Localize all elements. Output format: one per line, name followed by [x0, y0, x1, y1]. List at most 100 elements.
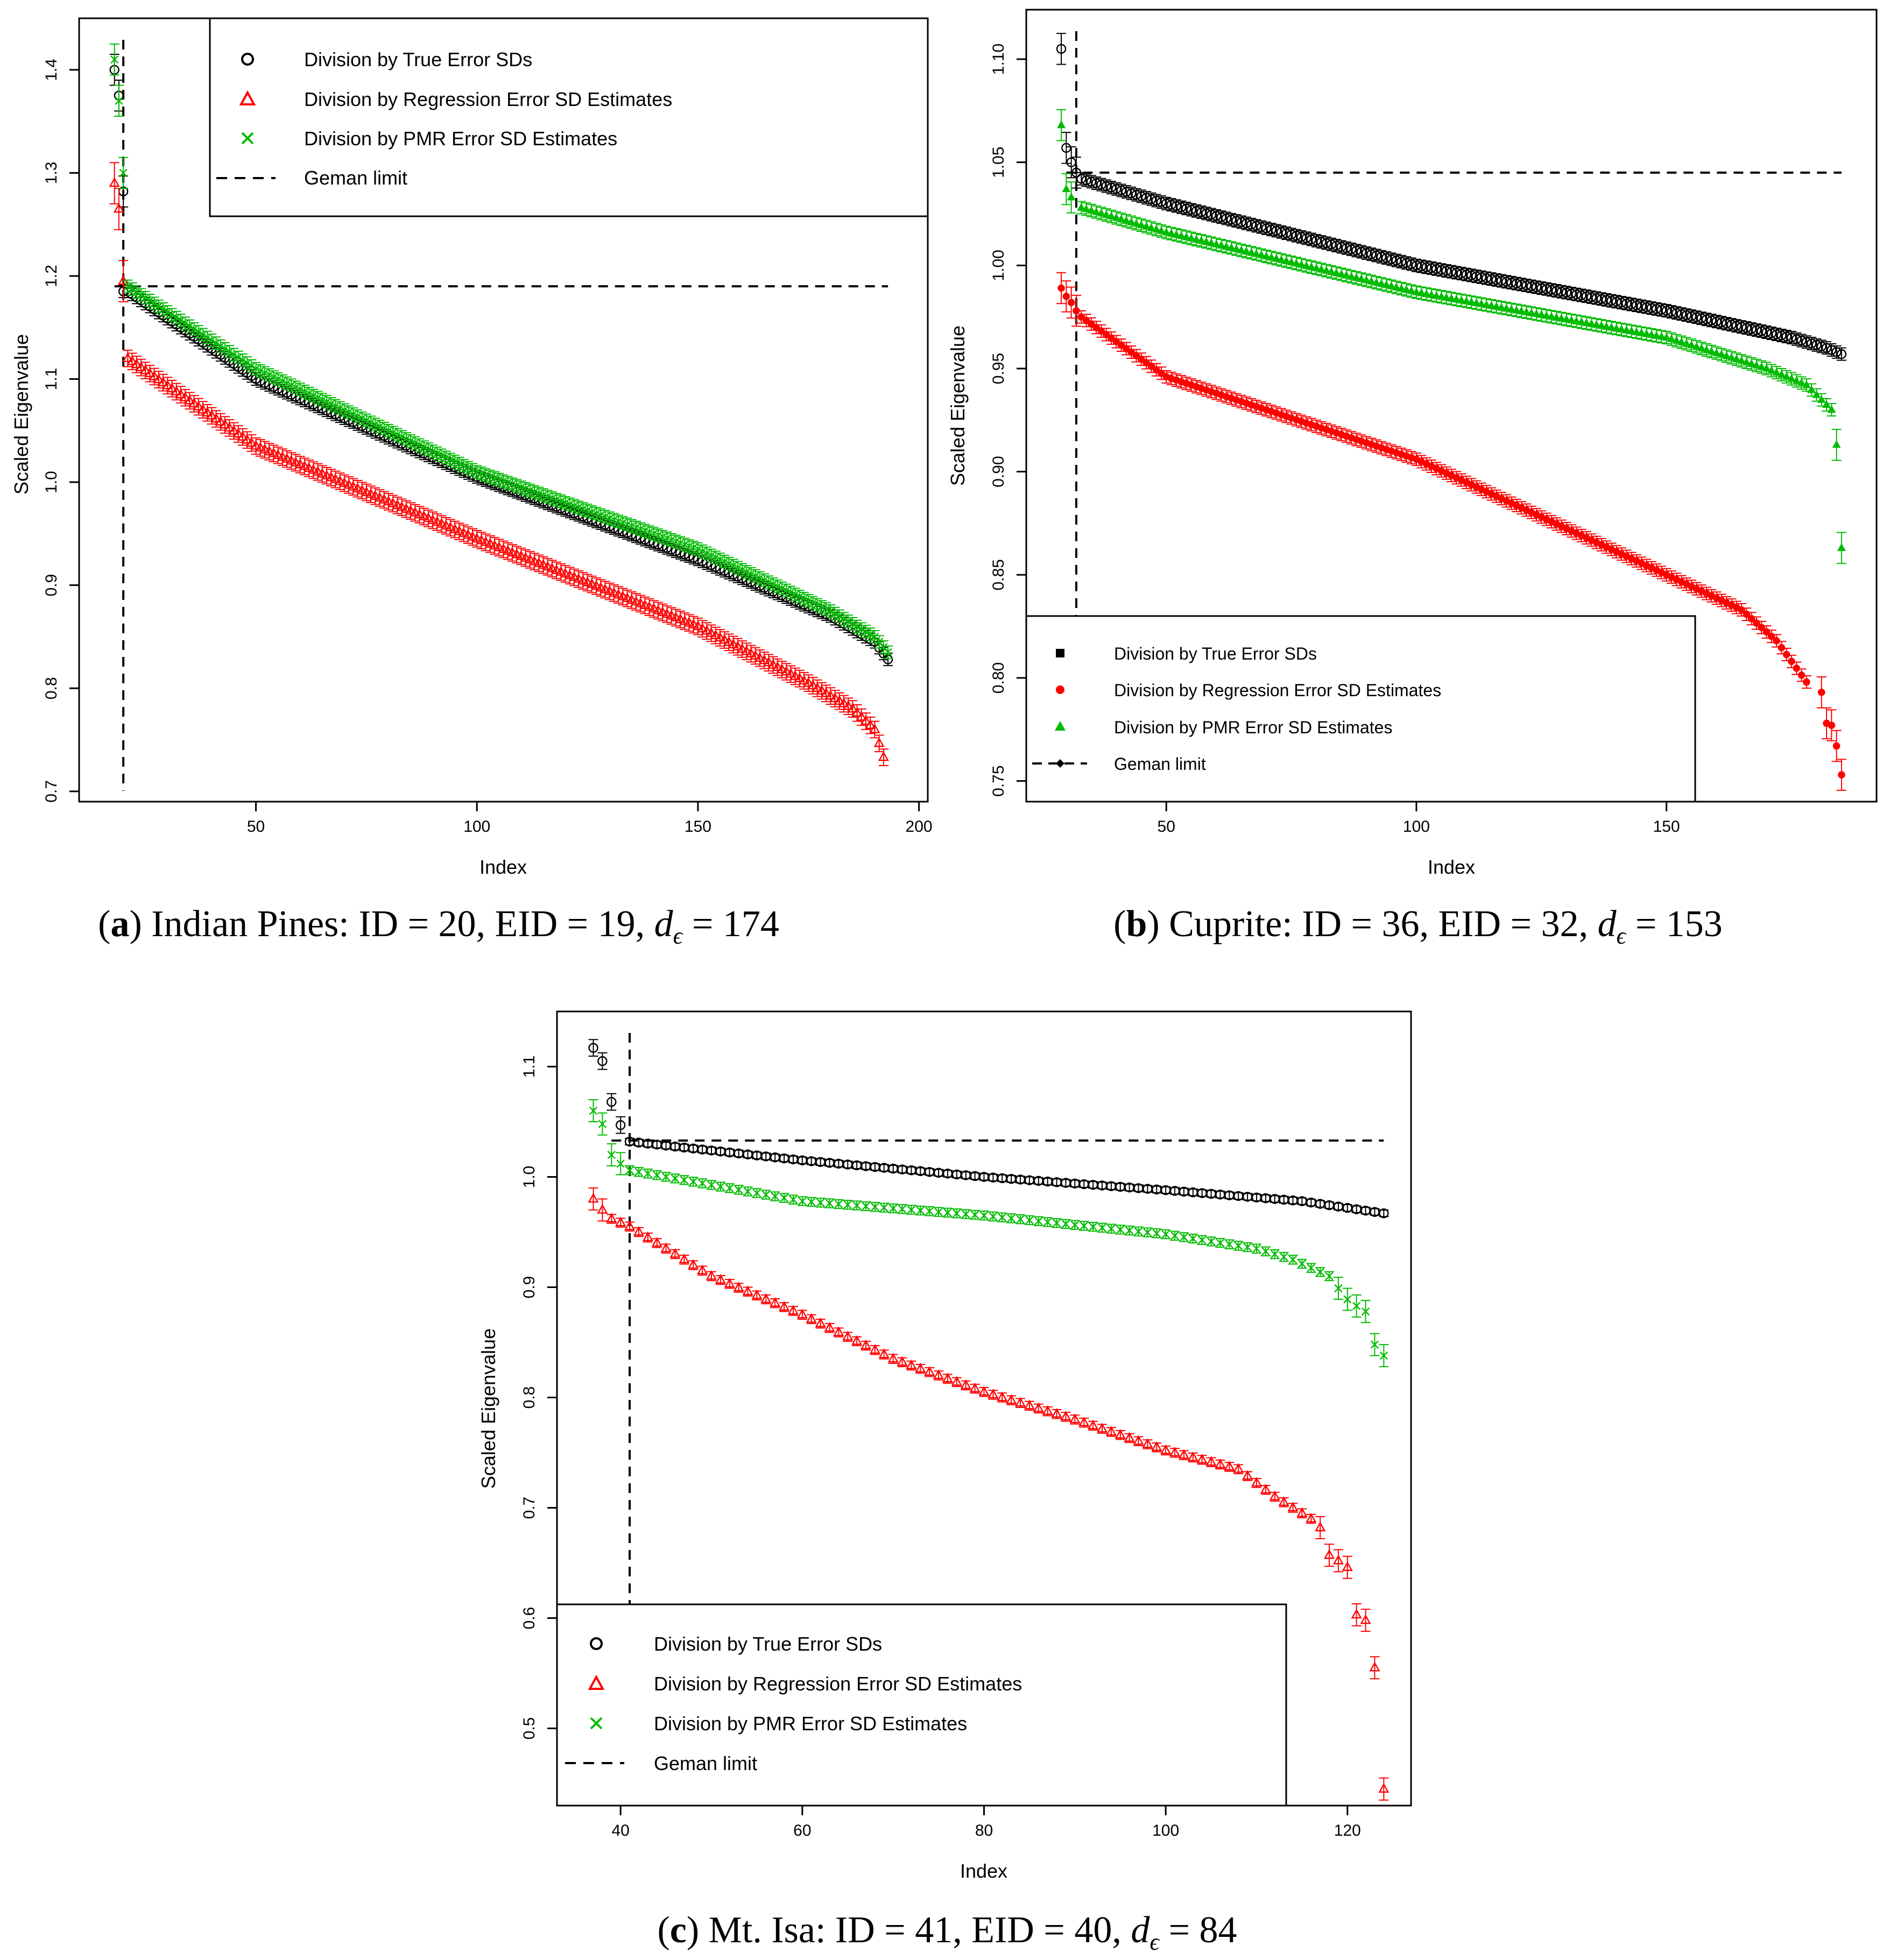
data-point — [688, 1259, 699, 1270]
data-point — [533, 554, 545, 572]
data-point — [450, 455, 460, 469]
data-point — [1070, 1178, 1080, 1189]
data-point — [1333, 1201, 1344, 1212]
data-point — [481, 468, 491, 482]
data-point — [1324, 1271, 1335, 1282]
data-point — [480, 533, 491, 551]
data-point — [1351, 1603, 1362, 1626]
y-tick-label: 0.8 — [43, 677, 60, 699]
data-point — [1215, 1190, 1225, 1200]
data-point — [1681, 308, 1692, 322]
data-point — [671, 534, 681, 548]
data-point — [259, 441, 271, 459]
data-point — [1297, 1196, 1307, 1206]
y-tick-label: 0.8 — [520, 1386, 538, 1409]
data-point — [375, 420, 385, 434]
data-point — [1656, 303, 1667, 317]
data-point — [1621, 296, 1632, 310]
data-point — [1279, 1194, 1289, 1205]
data-point — [1224, 1461, 1235, 1472]
y-axis: 0.7 0.8 0.9 1.0 1.1 1.2 1.3 1.4 — [43, 59, 79, 803]
data-point — [242, 356, 252, 370]
data-point — [1133, 1226, 1144, 1237]
data-point — [870, 1162, 880, 1172]
data-point — [290, 454, 301, 472]
data-point — [1361, 246, 1372, 260]
data-point — [1567, 313, 1577, 327]
legend-marker-true-error-sds — [241, 53, 254, 66]
data-point — [1242, 1470, 1253, 1481]
data-point — [1351, 244, 1362, 258]
data-point — [803, 593, 814, 607]
data-point — [1096, 1423, 1108, 1434]
data-point — [414, 438, 425, 452]
data-point — [787, 1305, 799, 1316]
data-point — [1160, 1444, 1172, 1456]
data-point — [1826, 709, 1837, 741]
data-point — [1206, 1188, 1216, 1199]
data-point — [1781, 370, 1792, 384]
data-point — [596, 508, 606, 522]
data-point — [379, 421, 389, 435]
data-point — [1171, 199, 1182, 213]
panel-caption: (c) Mt. Isa: ID = 41, EID = 40, dϵ = 84 — [657, 1909, 1237, 1955]
data-point — [1197, 1188, 1207, 1198]
data-point — [528, 553, 540, 571]
data-point — [1246, 398, 1257, 412]
data-point — [1541, 282, 1551, 296]
y-tick-label: 1.00 — [990, 250, 1007, 281]
data-point — [153, 299, 164, 313]
data-point — [644, 525, 654, 539]
data-point — [1397, 281, 1407, 295]
data-point — [1691, 310, 1702, 324]
data-point — [688, 1143, 699, 1154]
data-point — [1486, 487, 1497, 501]
y-axis-label: Scaled Eigenvalue — [10, 334, 32, 494]
y-tick-label: 0.7 — [520, 1497, 538, 1519]
data-point — [167, 308, 177, 322]
data-point — [1602, 320, 1612, 334]
data-point — [123, 279, 133, 293]
data-point — [1431, 289, 1442, 303]
legend-label-regression-error-sd: Division by Regression Error SD Estimate… — [1114, 681, 1441, 700]
legend-marker-pmr-error-sd — [590, 1717, 603, 1730]
data-point — [1326, 237, 1337, 251]
data-point — [1416, 259, 1427, 273]
data-point — [604, 511, 615, 525]
data-point — [1179, 1186, 1189, 1197]
data-point — [752, 1150, 762, 1161]
data-point — [1676, 307, 1687, 321]
data-point — [468, 463, 478, 477]
data-point — [942, 1372, 954, 1384]
data-point — [1456, 293, 1466, 307]
data-point — [1651, 302, 1662, 316]
data-point — [1471, 480, 1482, 494]
data-point — [538, 556, 549, 574]
data-point — [743, 1186, 753, 1197]
data-point — [1306, 260, 1316, 274]
data-point — [1296, 258, 1307, 272]
x-tick-label: 100 — [463, 818, 490, 836]
data-point — [1271, 252, 1281, 266]
data-point — [1241, 216, 1252, 230]
data-point — [1741, 321, 1752, 335]
data-point — [1631, 325, 1641, 339]
data-point — [1051, 1407, 1062, 1419]
data-point — [715, 1147, 726, 1157]
data-point — [1131, 217, 1141, 231]
data-point — [1516, 278, 1527, 292]
legend-marker-regression-error-sd — [1056, 685, 1064, 694]
y-tick-label: 1.2 — [43, 265, 60, 287]
data-point — [879, 1202, 889, 1213]
data-point — [1379, 1208, 1389, 1219]
data-point — [1316, 235, 1327, 249]
data-point — [1061, 1219, 1071, 1229]
data-point — [1816, 393, 1826, 407]
data-point — [1315, 1516, 1326, 1539]
data-point — [1186, 203, 1196, 217]
data-point — [1301, 259, 1311, 273]
data-point — [1061, 132, 1071, 164]
legend: Division by True Error SDs Division by R… — [209, 17, 929, 217]
data-point — [1471, 270, 1482, 284]
data-point — [865, 627, 876, 641]
